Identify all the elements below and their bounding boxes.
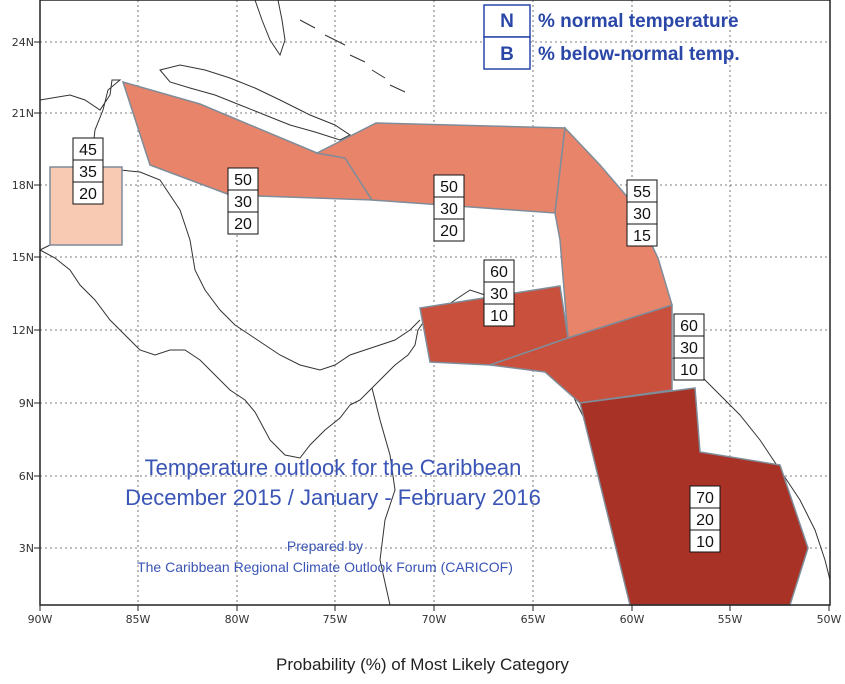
y-tick-label: 18N [12,179,34,192]
prob-value-cuba-jamaica: 30 [234,194,252,211]
y-axis-ticks: 24N 21N 18N 15N 12N 9N 6N 3N [12,36,40,555]
prob-value-hispaniola: 30 [440,201,458,218]
legend-label-normal: % normal temperature [538,11,739,32]
prob-value-guianas: 10 [696,534,714,551]
prob-value-cuba-jamaica: 50 [234,172,252,189]
prob-value-hispaniola: 50 [440,179,458,196]
prob-value-guianas: 70 [696,490,714,507]
prob-value-trinidad-coast: 10 [680,362,698,379]
y-tick-label: 21N [12,107,34,120]
map-title: Temperature outlook for the Caribbean De… [125,455,541,575]
x-axis-ticks: 90W 85W 80W 75W 70W 65W 60W 55W 50W [28,605,842,626]
x-tick-label: 50W [817,613,842,626]
x-tick-label: 75W [323,613,348,626]
caption: Probability (%) of Most Likely Category [276,655,569,674]
x-tick-label: 55W [718,613,743,626]
outlook-map: 90W 85W 80W 75W 70W 65W 60W 55W 50W 24N21N18N15N… [12,0,842,626]
legend-code-n: N [500,11,514,32]
map-area: 90W 85W 80W 75W 70W 65W 60W 55W 50W 24N 21N 18N 15N… [12,0,842,626]
y-tick-label: 15N [12,251,34,264]
credit-line-1: Prepared by [287,538,363,554]
y-tick-label: 12N [12,324,34,337]
prob-value-belize: 20 [79,186,97,203]
legend-code-box-1 [483,4,531,38]
prob-value-trinidad-coast: 60 [680,318,698,335]
prob-box [483,303,515,327]
prob-value-guianas: 20 [696,512,714,529]
y-tick-label: 6N [19,470,34,483]
legend-label-below: % below-normal temp. [538,44,740,65]
prob-value-abc-islands: 60 [490,264,508,281]
y-tick-label: 24N [12,36,34,49]
prob-value-belize: 45 [79,142,97,159]
legend-code-box-2 [483,36,531,70]
prob-box [227,211,259,235]
y-tick-label: 9N [19,397,34,410]
forecast-regions [49,80,809,606]
prob-value-lesser-antilles-north: 15 [633,228,651,245]
x-tick-label: 65W [521,613,546,626]
prob-value-abc-islands: 10 [490,308,508,325]
x-tick-label: 70W [422,613,447,626]
prob-box [72,181,104,205]
map-frame [39,0,831,606]
prob-box [433,218,465,242]
x-tick-label: 60W [620,613,645,626]
prob-value-belize: 35 [79,164,97,181]
prob-value-cuba-jamaica: 20 [234,216,252,233]
prob-value-trinidad-coast: 30 [680,340,698,357]
prob-value-lesser-antilles-north: 55 [633,184,651,201]
probability-boxes: 45 35 20 50 30 20 50 30 20 55 30 15 60 30 10 60 30 10 70 20… [72,137,721,553]
title-line-1: Temperature outlook for the Caribbean [145,455,522,480]
prob-box [689,529,721,553]
prob-value-lesser-antilles-north: 30 [633,206,651,223]
y-tick-label: 3N [19,542,34,555]
region-trinidad-coast[interactable] [489,303,673,404]
legend-code-b: B [500,44,514,65]
legend: N B % normal temperature % below-normal … [483,4,740,70]
x-tick-label: 90W [28,613,53,626]
prob-box [626,223,658,247]
credit-line-2: The Caribbean Regional Climate Outlook F… [137,559,513,575]
x-tick-label: 80W [225,613,250,626]
prob-value-hispaniola: 20 [440,223,458,240]
title-line-2: December 2015 / January - February 2016 [125,485,541,510]
x-tick-label: 85W [126,613,151,626]
prob-box [673,357,705,381]
prob-value-abc-islands: 30 [490,286,508,303]
